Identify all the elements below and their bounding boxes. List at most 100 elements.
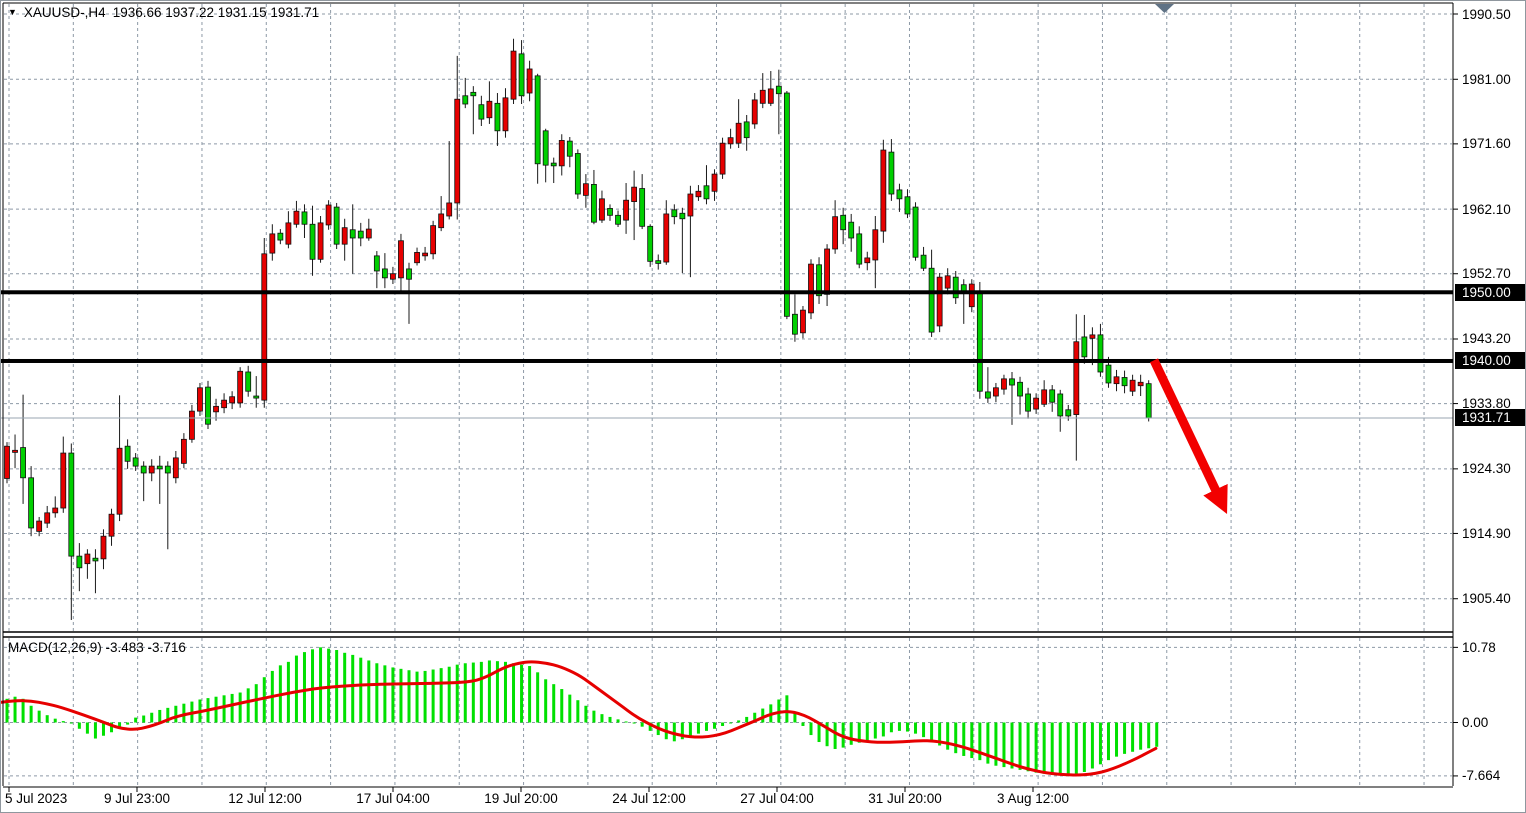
candle-body: [993, 387, 999, 397]
candle-body: [856, 233, 863, 265]
candle-body: [824, 248, 830, 295]
macd-bar: [238, 692, 242, 723]
candle-body: [156, 465, 163, 470]
candle-body: [647, 225, 654, 262]
macd-bar: [118, 722, 122, 729]
macd-bar: [415, 671, 419, 723]
macd-bar: [383, 665, 387, 723]
macd-bar: [45, 715, 49, 723]
candle-body: [438, 213, 445, 229]
candle-body: [944, 275, 951, 289]
symbol-dropdown-icon[interactable]: ▼: [8, 7, 17, 17]
macd-bar: [463, 663, 467, 723]
macd-bar: [1115, 722, 1119, 757]
candle-body: [896, 189, 903, 200]
candle-body: [743, 121, 750, 139]
macd-bar: [873, 722, 877, 739]
price-tick-label: 1933.80: [1462, 396, 1511, 412]
time-tick-label: 17 Jul 04:00: [356, 791, 430, 806]
macd-bar: [262, 677, 266, 723]
macd-histogram: [5, 647, 1159, 776]
candle-body: [333, 206, 340, 245]
candle-body: [510, 50, 517, 100]
macd-bar: [5, 698, 9, 723]
macd-bar: [1034, 722, 1038, 773]
macd-scale-label: 10.78: [1462, 640, 1496, 655]
macd-bar: [672, 722, 676, 742]
candle-body: [848, 221, 855, 239]
level-line-1950[interactable]: [1, 290, 1453, 295]
candle-body: [325, 204, 332, 226]
level-line-1940[interactable]: [1, 358, 1453, 363]
candle-body: [1017, 381, 1023, 397]
macd-scale-label: 0.00: [1462, 715, 1489, 730]
macd-bar: [431, 669, 435, 723]
macd-bar: [391, 667, 395, 723]
macd-bar: [608, 716, 612, 723]
candle-body: [269, 233, 276, 254]
candle-body: [526, 68, 533, 94]
candle-body: [775, 85, 782, 95]
macd-signal-line: [1, 660, 1158, 777]
macd-bar: [343, 652, 347, 723]
candle-body: [229, 396, 236, 404]
macd-bar: [737, 720, 741, 723]
candle-body: [454, 98, 461, 204]
quote-values: 1936.66 1937.22 1931.15 1931.71: [112, 5, 320, 20]
pane-splitter[interactable]: [3, 631, 1453, 638]
macd-bar: [954, 722, 958, 754]
candle-body: [390, 273, 396, 280]
macd-bar: [319, 647, 323, 723]
macd-bar: [881, 722, 885, 737]
candle-body: [430, 225, 437, 255]
macd-bar: [905, 722, 909, 732]
candle-body: [1009, 378, 1015, 386]
macd-bar: [1139, 722, 1143, 750]
macd-bar: [367, 660, 371, 723]
candle-body: [293, 210, 300, 225]
time-tick-label: 9 Jul 23:00: [103, 791, 171, 806]
candle-body: [108, 513, 115, 537]
candle-body: [406, 268, 412, 280]
candle-body: [245, 371, 252, 392]
chart-shift-marker[interactable]: [1155, 4, 1174, 13]
macd-bar: [560, 689, 564, 723]
trend-arrow[interactable]: [1149, 358, 1228, 515]
candle-body: [1001, 378, 1007, 390]
candle-body: [1073, 341, 1080, 415]
macd-bar: [1147, 722, 1151, 749]
macd-bar: [439, 668, 443, 723]
macd-bar: [865, 722, 869, 741]
macd-bar: [126, 722, 130, 725]
candle-body: [904, 196, 911, 215]
macd-bar: [632, 722, 636, 724]
candle-body: [808, 263, 814, 314]
macd-bar: [311, 649, 315, 723]
time-tick-label: 3 Aug 12:00: [996, 791, 1070, 806]
macd-scale-label: -7.664: [1462, 768, 1501, 784]
macd-bar: [696, 722, 700, 734]
macd-bar: [817, 722, 821, 743]
candle-body: [1145, 383, 1152, 419]
time-tick-label: 12 Jul 12:00: [228, 791, 302, 806]
macd-bar: [101, 722, 105, 736]
time-tick-label: 5 Jul 2023: [5, 791, 68, 806]
candle-body: [574, 153, 581, 195]
macd-bar: [688, 722, 692, 737]
macd-bar: [946, 722, 950, 750]
grid: [4, 4, 1452, 786]
candle-body: [124, 445, 131, 462]
candle-body: [816, 264, 822, 297]
macd-bar: [1010, 722, 1014, 769]
axis-ticks: [8, 13, 1458, 792]
macd-bar: [897, 722, 901, 731]
candle-body: [735, 122, 742, 144]
macd-bar: [704, 722, 708, 731]
candle-body: [180, 438, 187, 464]
candle-body: [84, 553, 91, 565]
macd-bar: [37, 710, 41, 723]
macd-bar: [110, 722, 114, 733]
macd-bar: [1106, 722, 1110, 761]
macd-bar: [327, 648, 331, 723]
